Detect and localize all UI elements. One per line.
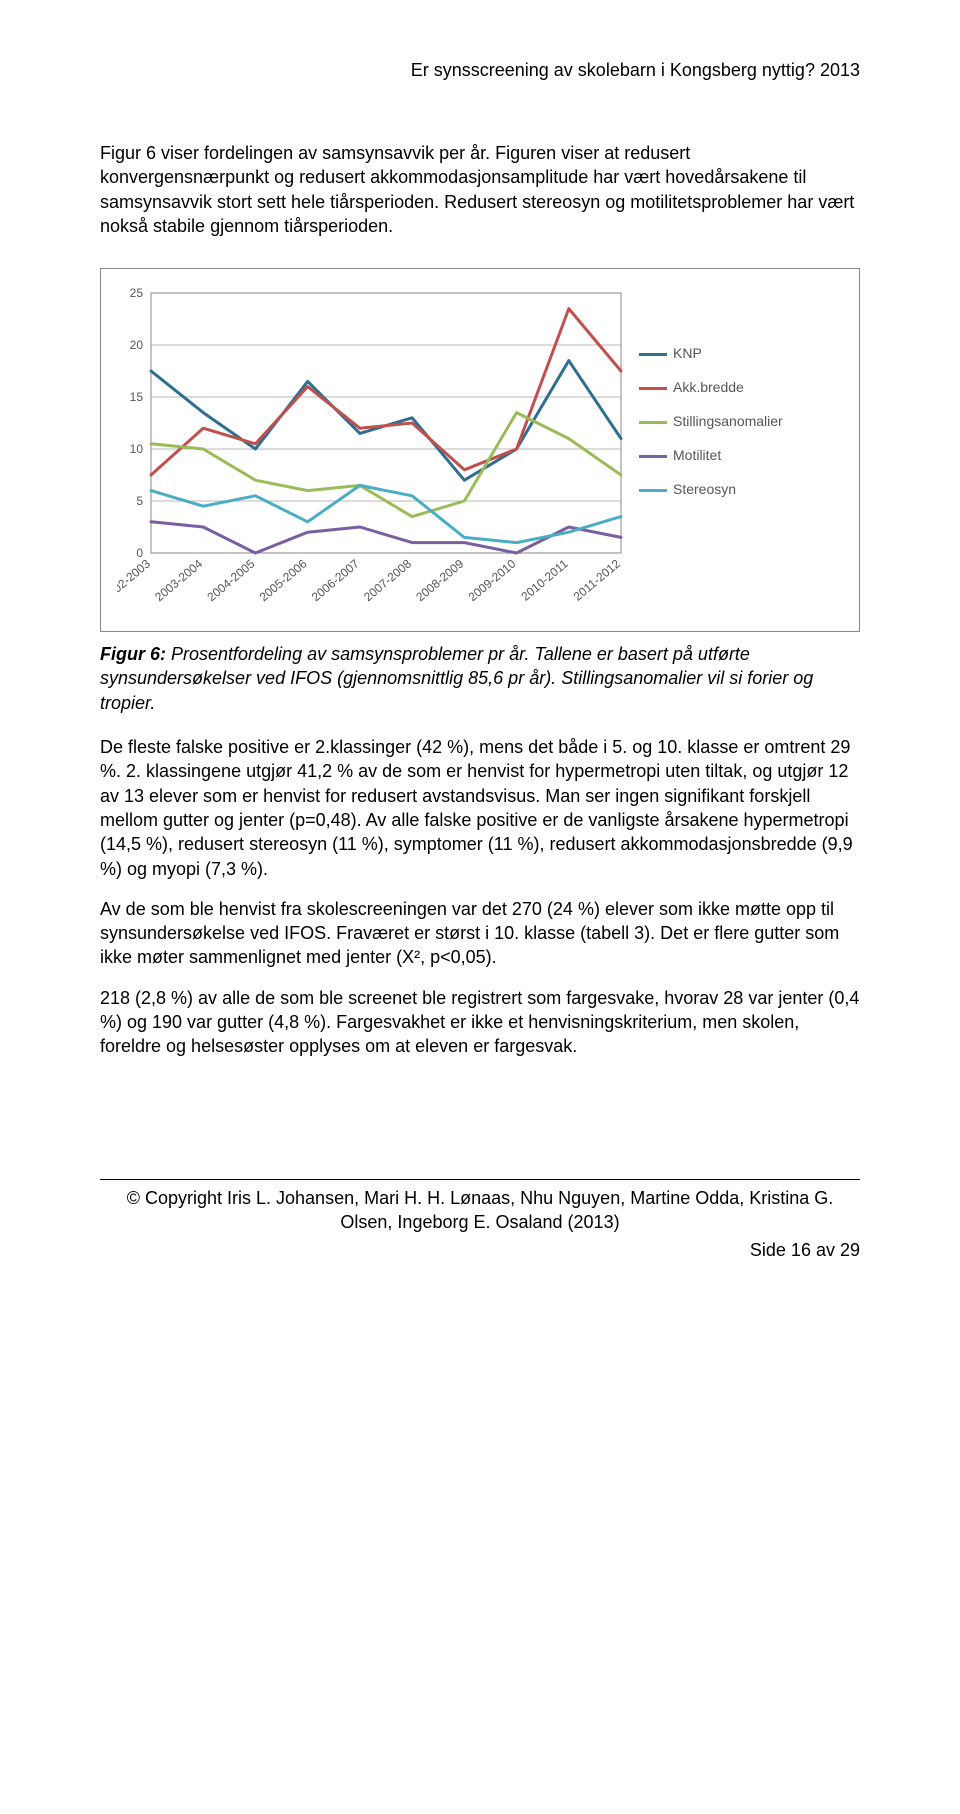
figure-6-chart: 05101520252002-20032003-20042004-2005200… [100, 268, 860, 632]
figure-6-caption: Figur 6: Prosentfordeling av samsynsprob… [100, 642, 860, 715]
svg-text:2009-2010: 2009-2010 [466, 557, 519, 605]
svg-text:KNP: KNP [673, 345, 702, 361]
paragraph-1: Figur 6 viser fordelingen av samsynsavvi… [100, 141, 860, 238]
running-header: Er synsscreening av skolebarn i Kongsber… [100, 60, 860, 81]
svg-text:2004-2005: 2004-2005 [204, 557, 257, 605]
copyright: © Copyright Iris L. Johansen, Mari H. H.… [100, 1179, 860, 1235]
svg-text:Stillingsanomalier: Stillingsanomalier [673, 413, 783, 429]
page-number: Side 16 av 29 [100, 1240, 860, 1261]
svg-text:Akk.bredde: Akk.bredde [673, 379, 744, 395]
svg-text:2007-2008: 2007-2008 [361, 557, 414, 605]
paragraph-2: De fleste falske positive er 2.klassinge… [100, 735, 860, 881]
svg-text:2010-2011: 2010-2011 [518, 557, 571, 604]
svg-text:2006-2007: 2006-2007 [309, 557, 362, 605]
copyright-line-2: Olsen, Ingeborg E. Osaland (2013) [100, 1210, 860, 1234]
caption-label: Figur 6: [100, 644, 166, 664]
svg-text:2005-2006: 2005-2006 [257, 557, 310, 605]
caption-text: Prosentfordeling av samsynsproblemer pr … [100, 644, 813, 713]
svg-text:2002-2003: 2002-2003 [117, 557, 153, 605]
svg-text:10: 10 [130, 442, 144, 456]
paragraph-3: Av de som ble henvist fra skolescreening… [100, 897, 860, 970]
svg-text:2003-2004: 2003-2004 [152, 557, 205, 605]
line-chart-svg: 05101520252002-20032003-20042004-2005200… [117, 285, 799, 623]
svg-text:25: 25 [130, 286, 144, 300]
svg-text:20: 20 [130, 338, 144, 352]
svg-text:Stereosyn: Stereosyn [673, 481, 736, 497]
svg-text:Motilitet: Motilitet [673, 447, 721, 463]
paragraph-4: 218 (2,8 %) av alle de som ble screenet … [100, 986, 860, 1059]
svg-text:15: 15 [130, 390, 144, 404]
copyright-line-1: © Copyright Iris L. Johansen, Mari H. H.… [100, 1186, 860, 1210]
svg-text:2011-2012: 2011-2012 [571, 557, 624, 604]
svg-text:5: 5 [136, 494, 143, 508]
page: Er synsscreening av skolebarn i Kongsber… [0, 0, 960, 1301]
svg-text:2008-2009: 2008-2009 [413, 557, 466, 605]
